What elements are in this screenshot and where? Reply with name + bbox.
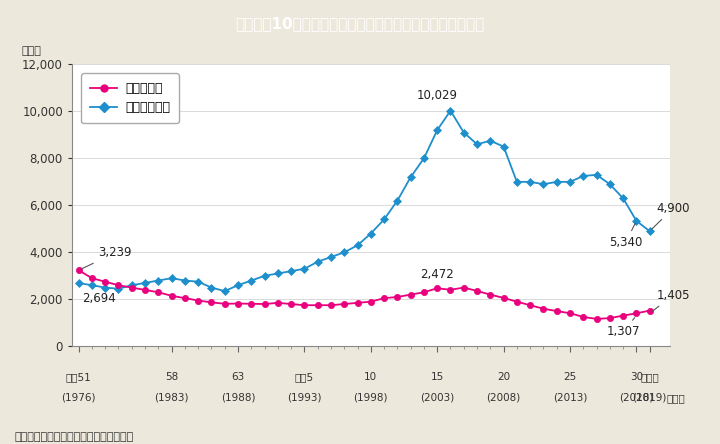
Text: 5,340: 5,340 <box>609 223 642 249</box>
Text: 20: 20 <box>497 372 510 382</box>
Text: （年）: （年） <box>667 393 685 403</box>
Text: （件）: （件） <box>21 46 41 56</box>
Text: (1976): (1976) <box>61 393 96 403</box>
Text: 10: 10 <box>364 372 377 382</box>
Text: 58: 58 <box>165 372 179 382</box>
Text: 2,694: 2,694 <box>83 292 117 305</box>
Text: 平成5: 平成5 <box>294 372 314 382</box>
Text: (2018): (2018) <box>619 393 654 403</box>
Text: 昭和51: 昭和51 <box>66 372 91 382</box>
Text: 4,900: 4,900 <box>652 202 690 229</box>
Text: (2013): (2013) <box>553 393 588 403</box>
Text: 3,239: 3,239 <box>81 246 132 269</box>
Text: (1993): (1993) <box>287 393 322 403</box>
Text: 63: 63 <box>231 372 245 382</box>
Text: 1,405: 1,405 <box>652 289 690 312</box>
Text: (2019): (2019) <box>632 393 667 403</box>
Text: (1983): (1983) <box>154 393 189 403</box>
Text: 25: 25 <box>563 372 577 382</box>
Text: 令和元: 令和元 <box>640 372 659 382</box>
Text: （備考）警察庁「犯罪統計」より作成。: （備考）警察庁「犯罪統計」より作成。 <box>14 432 134 442</box>
Text: Ｉ－６－10図　強制性交等・強制わいせつ認知件数の推移: Ｉ－６－10図 強制性交等・強制わいせつ認知件数の推移 <box>235 16 485 31</box>
Text: 30: 30 <box>630 372 643 382</box>
Legend: 強制性交等, 強制わいせつ: 強制性交等, 強制わいせつ <box>81 73 179 123</box>
Text: (2008): (2008) <box>487 393 521 403</box>
Text: 15: 15 <box>431 372 444 382</box>
Text: 1,307: 1,307 <box>606 318 640 338</box>
Text: 10,029: 10,029 <box>417 89 458 102</box>
Text: 2,472: 2,472 <box>420 268 454 281</box>
Text: (1988): (1988) <box>221 393 256 403</box>
Text: (1998): (1998) <box>354 393 388 403</box>
Text: (2003): (2003) <box>420 393 454 403</box>
